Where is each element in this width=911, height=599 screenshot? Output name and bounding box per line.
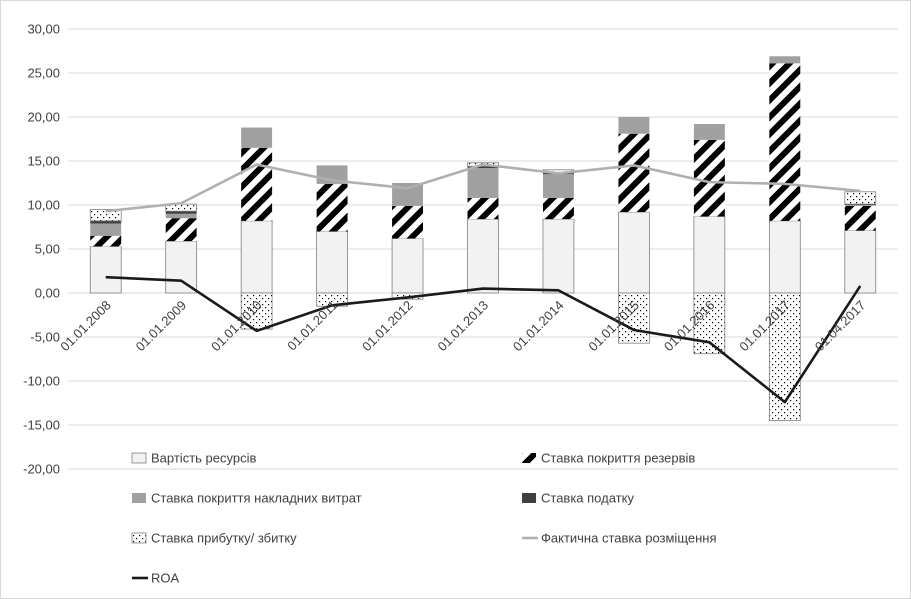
- legend-swatch: [522, 493, 536, 503]
- y-tick-label: 5,00: [35, 242, 60, 257]
- bar-stripes-01.01.2014: [542, 197, 574, 220]
- bar-gray-01.01.2014: [542, 174, 574, 198]
- bar-dots-01.01.2008: [89, 208, 122, 222]
- legend-label: ROA: [151, 571, 180, 586]
- legend-swatch: [522, 453, 536, 463]
- y-tick-label: 15,00: [27, 154, 60, 169]
- legend-swatch: [131, 532, 147, 544]
- y-tick-label: 20,00: [27, 110, 60, 125]
- legend-swatch: [132, 493, 146, 503]
- bar-stripes-01.01.2016: [693, 139, 725, 217]
- line-roa: [105, 275, 862, 404]
- bar-dark-01.01.2008: [90, 220, 122, 224]
- bar-light-01.01.2016: [693, 216, 726, 294]
- bar-dots-01.01.2015: [618, 292, 650, 344]
- bar-gray-01.01.2008: [90, 223, 122, 236]
- y-tick-label: -5,00: [30, 330, 60, 345]
- legend-item-roa: ROA: [132, 571, 180, 586]
- bar-light-01.01.2013: [467, 218, 499, 294]
- legend-item-ставка-податку: Ставка податку: [522, 491, 634, 506]
- bar-dots-01.04.2017: [844, 191, 877, 205]
- bar-light-01.01.2010: [240, 220, 273, 294]
- y-axis-tick-labels: 30,00 25,00 20,00 15,00 10,00 5,00 0,00 -5,00 -1…: [23, 22, 60, 477]
- bar-gray-01.01.2017: [769, 56, 801, 64]
- y-tick-label: 25,00: [27, 66, 60, 81]
- legend-item-вартість-ресурсів: Вартість ресурсів: [131, 451, 256, 466]
- bar-dark-01.01.2013: [467, 166, 499, 169]
- y-tick-label: 30,00: [27, 22, 60, 37]
- bar-light-01.01.2014: [542, 218, 575, 294]
- bar-light-01.01.2011: [316, 230, 348, 294]
- legend-label: Фактична ставка розміщення: [541, 531, 717, 546]
- bar-light-01.01.2017: [768, 220, 801, 294]
- bar-stripes-01.01.2010: [241, 147, 273, 221]
- bar-stripes-01.01.2015: [618, 133, 650, 213]
- bar-light-01.01.2012: [391, 238, 424, 294]
- line-фактична-ставка-розміщення: [105, 163, 861, 213]
- legend-item-фактична-ставка-розміщення: Фактична ставка розміщення: [522, 531, 717, 546]
- bar-stripes-01.01.2017: [769, 63, 801, 221]
- y-tick-label: -10,00: [23, 374, 60, 389]
- bar-gray-01.01.2010: [241, 127, 273, 148]
- bar-gray-01.01.2015: [618, 117, 650, 134]
- legend-item-ставка-покриття-накладних-витрат: Ставка покриття накладних витрат: [132, 491, 362, 506]
- y-tick-label: -15,00: [23, 418, 60, 433]
- y-tick-label: 10,00: [27, 198, 60, 213]
- legend-label: Вартість ресурсів: [151, 451, 256, 466]
- y-tick-label: -20,00: [23, 462, 60, 477]
- bar-dark-01.04.2017: [844, 204, 876, 205]
- bars: [89, 56, 877, 421]
- legend-label: Ставка покриття резервів: [541, 451, 695, 466]
- bar-stripes-01.01.2009: [165, 218, 197, 242]
- bar-gray-01.04.2017: [844, 205, 876, 206]
- bar-gray-01.01.2009: [165, 213, 197, 219]
- bar-light-01.04.2017: [844, 230, 877, 294]
- bar-stripes-01.01.2012: [392, 205, 424, 239]
- bar-light-01.01.2009: [165, 240, 198, 294]
- bar-stripes-01.01.2008: [90, 235, 122, 247]
- legend-label: Ставка прибутку/ збитку: [151, 531, 297, 546]
- legend-item-ставка-прибутку-збитку: Ставка прибутку/ збитку: [131, 531, 297, 546]
- legend-swatch: [131, 452, 147, 464]
- bar-dots-01.01.2017: [768, 292, 801, 421]
- bar-light-01.01.2015: [618, 211, 650, 294]
- gridlines: [68, 28, 898, 470]
- series-lines: [105, 163, 862, 404]
- legend-label: Ставка податку: [541, 491, 634, 506]
- bar-light-01.01.2008: [89, 245, 122, 294]
- bar-stripes-01.04.2017: [844, 205, 876, 231]
- legend-label: Ставка покриття накладних витрат: [151, 491, 362, 506]
- bar-dark-01.01.2009: [165, 211, 197, 214]
- bar-gray-01.01.2016: [693, 124, 725, 140]
- legend-item-ставка-покриття-резервів: Ставка покриття резервів: [522, 451, 695, 466]
- legend: Вартість ресурсів Ставка покриття резерві…: [131, 451, 717, 586]
- bar-stripes-01.01.2013: [467, 197, 499, 220]
- y-tick-label: 0,00: [35, 286, 60, 301]
- bar-gray-01.01.2013: [467, 168, 499, 198]
- bar-stripes-01.01.2011: [316, 183, 348, 232]
